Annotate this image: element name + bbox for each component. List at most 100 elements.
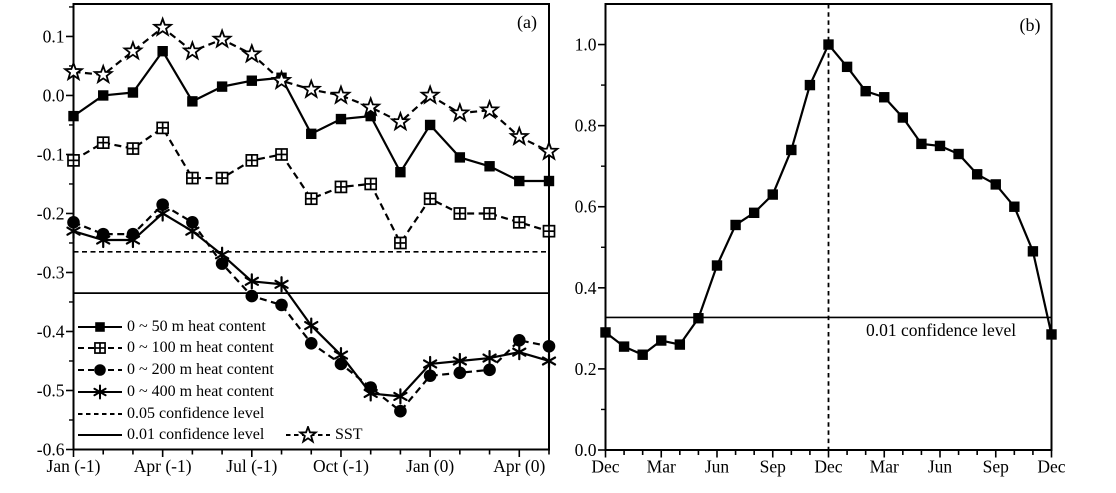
tick-label: -0.3 [37, 262, 65, 282]
series-line [73, 203, 550, 413]
series-line [73, 212, 550, 398]
tick-label: 0.2 [575, 359, 597, 379]
open-star-marker [419, 83, 442, 105]
tick-label: Jul (-1) [226, 456, 277, 476]
series-0-100-m-heat-content [67, 121, 556, 250]
filled-square-marker [767, 189, 778, 200]
series-0-200-m-heat-content [67, 198, 556, 418]
open-star-marker [478, 98, 501, 120]
filled-square-marker [934, 140, 946, 152]
filled-square-marker [127, 87, 139, 98]
filled-circle-marker [512, 334, 526, 347]
filled-circle-marker [186, 216, 199, 229]
filled-square-marker [786, 144, 797, 156]
filled-square-marker [637, 349, 648, 360]
open-star-marker [122, 39, 144, 61]
filled-square-marker [246, 75, 258, 86]
open-star-marker [270, 69, 293, 90]
filled-square-marker [365, 110, 376, 122]
filled-circle-marker [67, 216, 80, 229]
filled-square-marker [1046, 329, 1057, 340]
filled-square-marker [748, 207, 760, 219]
filled-circle-marker [542, 339, 556, 353]
open-star-marker [508, 125, 531, 147]
open-star-marker [240, 42, 263, 64]
tick-label: 0.0 [575, 440, 597, 460]
tick-label: 0.8 [575, 116, 597, 136]
filled-square-marker [730, 219, 741, 231]
tick-label: Jun [928, 457, 953, 477]
tick-label: 0.6 [575, 197, 597, 217]
series-0-50-m-heat-content [68, 46, 555, 187]
open-star-marker [330, 83, 352, 105]
open-star-marker [62, 60, 85, 82]
open-star-marker [359, 95, 382, 117]
open-star-marker [300, 78, 323, 99]
open-star-marker [389, 110, 412, 132]
series-0-400-m-heat-content [66, 205, 557, 405]
y-axis: 0.1 0.0 -0.1 -0.2 -0.3 -0.4 -0.5 -0.6 [37, 6, 74, 460]
tick-label: 0.4 [575, 278, 597, 298]
filled-square-marker [543, 175, 555, 187]
filled-square-marker [711, 260, 723, 271]
filled-circle-marker [304, 336, 318, 350]
filled-square-marker [187, 96, 198, 107]
filled-circle-marker [423, 369, 437, 383]
filled-square-marker [306, 128, 317, 140]
tick-label: 0.0 [43, 85, 65, 105]
tick-label: -0.2 [37, 203, 65, 223]
filled-square-marker [656, 335, 667, 346]
filled-circle-marker [394, 404, 407, 418]
tick-label: Oct (-1) [313, 456, 369, 476]
filled-square-marker [395, 166, 406, 178]
tick-label: Dec [814, 457, 842, 477]
confidence-level-annotation: 0.01 confidence level [866, 320, 1017, 340]
filled-square-marker [454, 152, 466, 163]
tick-label: -0.5 [37, 380, 65, 400]
tick-label: 1.0 [575, 35, 597, 55]
filled-circle-marker [275, 298, 288, 312]
tick-label: Jan (0) [406, 456, 454, 476]
filled-square-marker [971, 169, 983, 180]
series-line [72, 126, 550, 245]
filled-square-marker [618, 341, 630, 352]
filled-square-marker [804, 79, 816, 91]
filled-square-marker [674, 339, 686, 350]
tick-label: -0.4 [37, 321, 65, 341]
y-axis: 1.0 0.8 0.6 0.4 0.2 0.0 [575, 35, 606, 460]
panel-b-label: (b) [1019, 15, 1041, 35]
open-star-marker [92, 63, 115, 85]
tick-label: -0.6 [37, 440, 65, 460]
plot-frame [72, 3, 550, 451]
open-star-marker [211, 27, 233, 49]
panel-b: Dec Mar Jun Sep Dec Mar Jun Sep Dec 1.0 0.8 0.6 0.4 0… [575, 3, 1066, 477]
filled-square-marker [98, 90, 109, 101]
filled-circle-marker [156, 198, 169, 211]
reference-lines [73, 250, 549, 294]
filled-circle-marker [453, 366, 467, 380]
filled-square-marker [897, 112, 909, 123]
filled-square-marker [693, 313, 704, 324]
tick-label: Jan (-1) [47, 456, 101, 476]
panel-a-label: (a) [517, 12, 537, 32]
tick-label: Apr (-1) [134, 456, 192, 476]
open-star-marker [448, 101, 471, 123]
filled-square-marker [879, 92, 890, 103]
filled-square-marker [157, 46, 168, 57]
filled-square-marker [860, 85, 871, 97]
filled-circle-marker [215, 257, 229, 270]
filled-square-marker [424, 119, 436, 131]
tick-label: Sep [983, 457, 1010, 477]
tick-label: Apr (0) [493, 456, 545, 476]
tick-label: Mar [870, 457, 899, 477]
filled-square-marker [600, 327, 611, 338]
filled-square-marker [1027, 246, 1039, 257]
series-sst [62, 16, 560, 161]
series-line [72, 50, 549, 183]
x-axis: Jan (-1) Apr (-1) Jul (-1) Oct (-1) Jan (0) A… [47, 449, 550, 476]
filled-square-marker [841, 61, 853, 73]
tick-label: -0.1 [37, 144, 65, 164]
panel-a: Jan (-1) Apr (-1) Jul (-1) Oct (-1) Jan (0) A… [37, 3, 560, 476]
filled-square-marker [990, 179, 1001, 190]
